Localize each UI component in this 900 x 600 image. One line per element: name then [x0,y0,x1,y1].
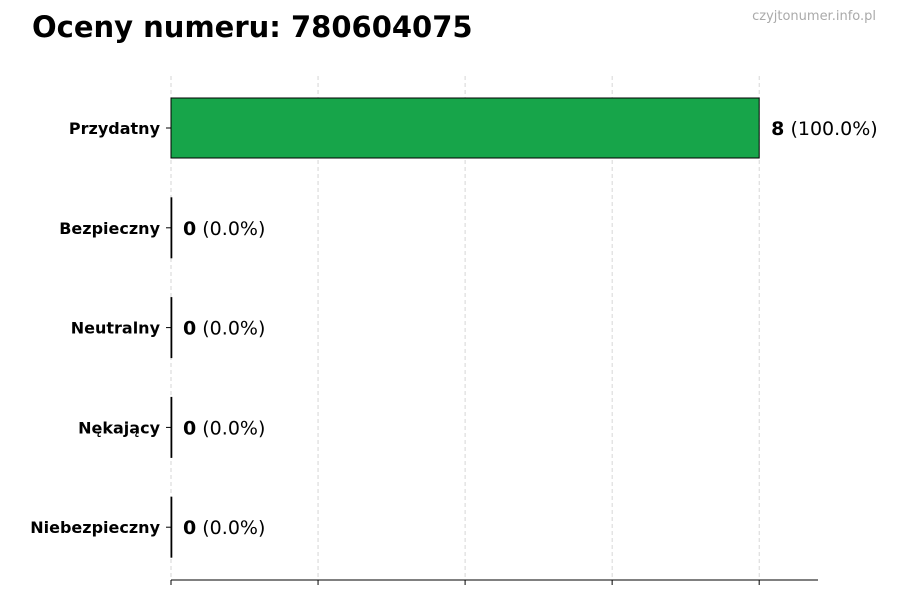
value-label: 0 [183,218,196,240]
bar [170,297,173,359]
percent-label: (0.0%) [196,218,265,240]
bar [170,396,173,458]
y-tick-label: Bezpieczny [59,219,160,238]
value-label: 0 [183,318,196,340]
chart-title: Oceny numeru: 780604075 [32,10,473,44]
percent-label: (0.0%) [196,417,265,439]
value-label: 0 [183,517,196,539]
bar [170,496,173,558]
percent-label: (100.0%) [784,118,877,140]
value-label: 8 [771,118,784,140]
data-label: 8 (100.0%) [771,118,878,140]
y-tick-label: Przydatny [69,119,161,138]
data-label: 0 (0.0%) [183,218,265,240]
bar [170,97,760,159]
percent-label: (0.0%) [196,517,265,539]
value-label: 0 [183,417,196,439]
data-label: 0 (0.0%) [183,417,265,439]
watermark: czyjtonumer.info.pl [752,9,876,24]
y-tick-label: Neutralny [71,319,161,338]
bar [170,197,173,259]
y-tick-label: Niebezpieczny [30,518,160,537]
percent-label: (0.0%) [196,318,265,340]
data-label: 0 (0.0%) [183,318,265,340]
data-label: 0 (0.0%) [183,517,265,539]
y-tick-label: Nękający [78,418,160,437]
